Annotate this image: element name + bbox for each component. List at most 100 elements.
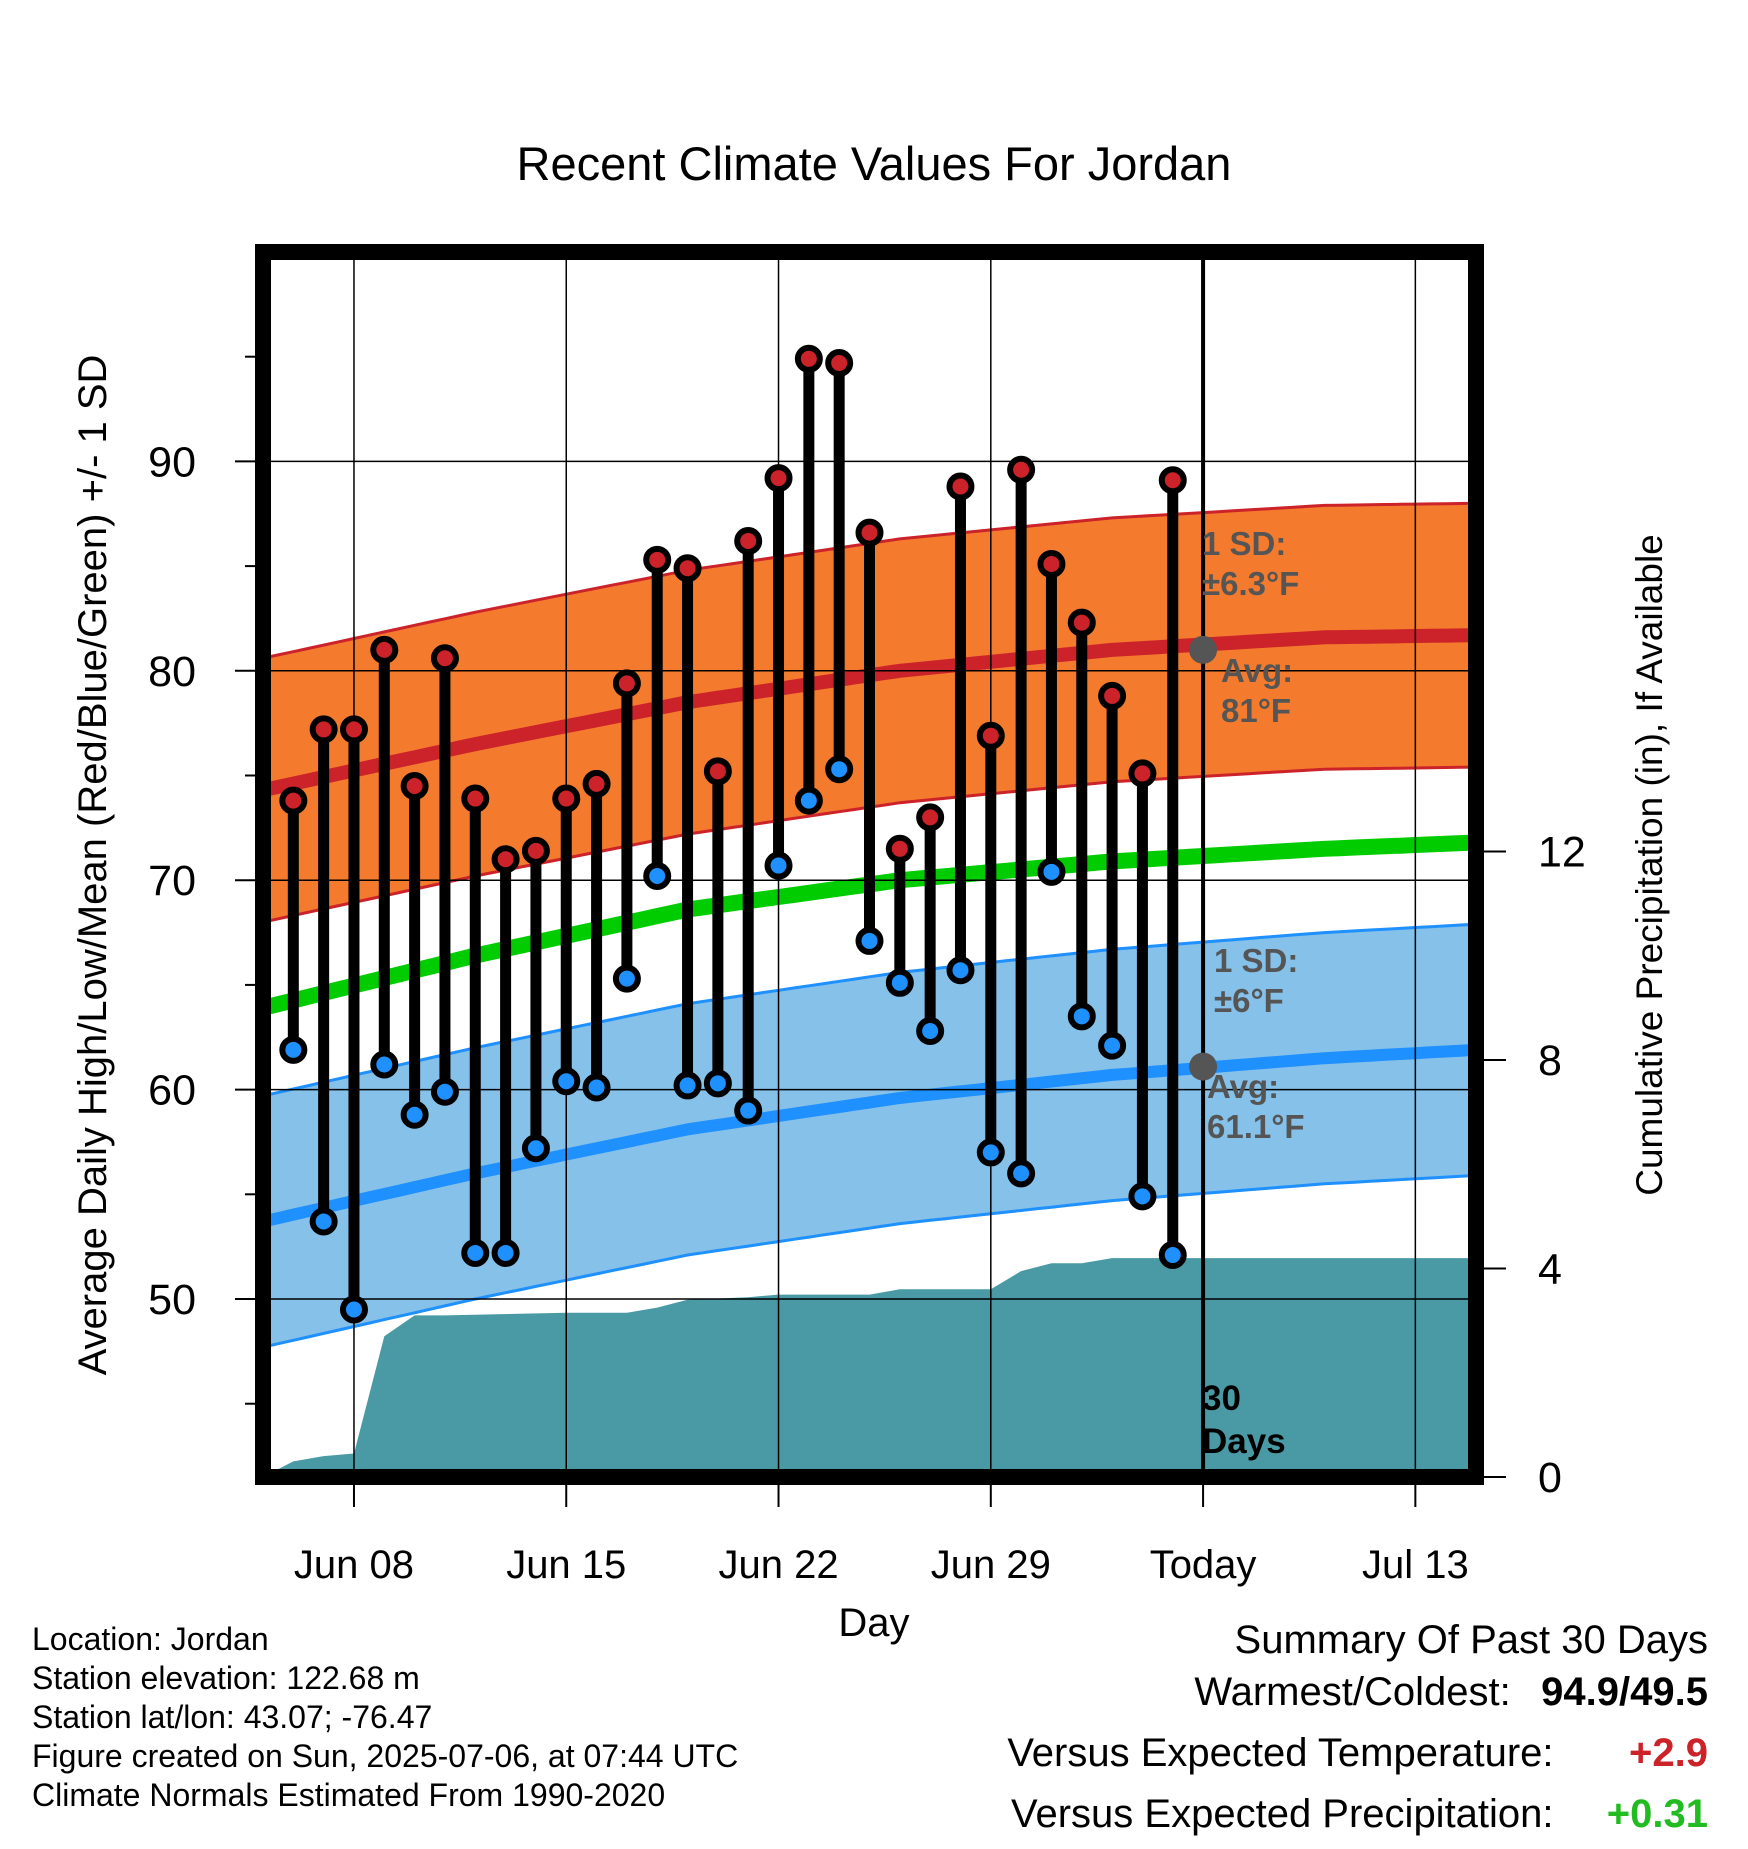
x-tick-label: Today	[1150, 1543, 1257, 1587]
daily-high-point	[703, 757, 732, 786]
y-tick-label: 90	[148, 438, 196, 486]
daily-low-point	[703, 1069, 732, 1098]
summary-heading: Summary Of Past 30 Days	[1234, 1618, 1708, 1662]
daily-high-point	[1007, 455, 1036, 484]
daily-low-point	[976, 1138, 1005, 1167]
daily-high-point	[552, 784, 581, 813]
days-count-label: 30	[1202, 1379, 1241, 1418]
daily-low-point	[1037, 857, 1066, 886]
footer-created: Figure created on Sun, 2025-07-06, at 07…	[32, 1738, 739, 1774]
y2-tick-label: 4	[1538, 1245, 1562, 1293]
footer-elevation: Station elevation: 122.68 m	[32, 1660, 420, 1696]
x-tick-label: Jun 22	[718, 1543, 838, 1587]
daily-high-point	[673, 554, 702, 583]
today-high-avg-marker	[1189, 635, 1218, 664]
daily-low-point	[461, 1238, 490, 1267]
high-sd-value: ±6.3°F	[1202, 565, 1299, 602]
y-axis-title: Average Daily High/Low/Mean (Red/Blue/Gr…	[71, 355, 115, 1376]
daily-low-point	[612, 964, 641, 993]
daily-low-point	[885, 968, 914, 997]
low-sd-value: ±6°F	[1214, 982, 1284, 1019]
daily-low-point	[400, 1100, 429, 1129]
low-avg-value: 61.1°F	[1207, 1108, 1305, 1145]
daily-high-point	[521, 836, 550, 865]
daily-high-point	[370, 635, 399, 664]
days-unit-label: Days	[1202, 1422, 1286, 1461]
plot-frame	[255, 244, 1484, 1485]
daily-low-point	[855, 926, 884, 955]
y2-tick-label: 0	[1538, 1454, 1562, 1502]
daily-low-point	[794, 786, 823, 815]
normal-low-line	[263, 1043, 1476, 1228]
daily-low-point	[673, 1071, 702, 1100]
daily-high-point	[643, 545, 672, 574]
daily-high-point	[612, 669, 641, 698]
daily-high-point	[309, 715, 338, 744]
y2-tick-label: 8	[1538, 1037, 1562, 1085]
high-avg-value: 81°F	[1221, 692, 1291, 729]
daily-high-point	[825, 348, 854, 377]
x-tick-label: Jul 13	[1362, 1543, 1469, 1587]
footer-latlon: Station lat/lon: 43.07; -76.47	[32, 1699, 433, 1735]
daily-high-point	[734, 526, 763, 555]
temp-departure-value: +2.9	[1629, 1731, 1708, 1775]
daily-high-point	[1098, 681, 1127, 710]
daily-high-point	[946, 472, 975, 501]
y-tick-label: 60	[148, 1067, 196, 1115]
daily-low-point	[916, 1016, 945, 1045]
x-tick-label: Jun 15	[506, 1543, 626, 1587]
high-sd-label: 1 SD:	[1202, 525, 1286, 562]
daily-low-point	[1007, 1159, 1036, 1188]
daily-high-point	[1158, 466, 1187, 495]
precip-departure-value: +0.31	[1606, 1792, 1708, 1836]
daily-high-point	[1067, 608, 1096, 637]
daily-high-point	[764, 464, 793, 493]
daily-high-point	[339, 715, 368, 744]
daily-low-point	[430, 1077, 459, 1106]
station-info: Location: Jordan Station elevation: 122.…	[32, 1620, 738, 1815]
daily-high-point	[855, 518, 884, 547]
daily-low-point	[370, 1050, 399, 1079]
daily-low-point	[643, 862, 672, 891]
daily-low-point	[734, 1096, 763, 1125]
low-avg-label: Avg:	[1207, 1068, 1279, 1105]
x-tick-label: Jun 29	[931, 1543, 1051, 1587]
daily-high-point	[1037, 550, 1066, 579]
daily-low-point	[582, 1073, 611, 1102]
daily-low-point	[1158, 1241, 1187, 1270]
daily-low-point	[279, 1035, 308, 1064]
footer-location: Location: Jordan	[32, 1621, 269, 1657]
daily-high-point	[916, 803, 945, 832]
daily-low-point	[946, 956, 975, 985]
daily-high-point	[491, 845, 520, 874]
daily-high-point	[794, 344, 823, 373]
precip-departure-label: Versus Expected Precipitation:	[1011, 1792, 1554, 1836]
low-lower-sd-line	[263, 1174, 1476, 1349]
daily-low-point	[339, 1295, 368, 1324]
daily-low-point	[309, 1207, 338, 1236]
x-axis-title: Day	[838, 1601, 909, 1645]
daily-high-point	[885, 834, 914, 863]
low-upper-sd-line	[263, 922, 1476, 1098]
daily-high-point	[582, 769, 611, 798]
y-tick-label: 80	[148, 648, 196, 696]
daily-low-point	[825, 755, 854, 784]
daily-low-point	[1067, 1002, 1096, 1031]
x-tick-label: Jun 08	[294, 1543, 414, 1587]
daily-low-point	[552, 1067, 581, 1096]
daily-high-point	[461, 784, 490, 813]
daily-low-point	[764, 851, 793, 880]
daily-low-point	[1098, 1031, 1127, 1060]
daily-high-point	[1128, 759, 1157, 788]
daily-high-point	[430, 644, 459, 673]
daily-high-point	[400, 771, 429, 800]
footer-normals: Climate Normals Estimated From 1990-2020	[32, 1777, 666, 1813]
y-tick-label: 50	[148, 1276, 196, 1324]
y2-axis-title: Cumulative Precipitation (in), If Availa…	[1629, 534, 1670, 1196]
warm-cold-label: Warmest/Coldest:	[1194, 1670, 1511, 1714]
daily-low-point	[521, 1134, 550, 1163]
y-tick-label: 70	[148, 857, 196, 905]
chart-title: Recent Climate Values For Jordan	[517, 137, 1232, 190]
low-sd-label: 1 SD:	[1214, 942, 1298, 979]
